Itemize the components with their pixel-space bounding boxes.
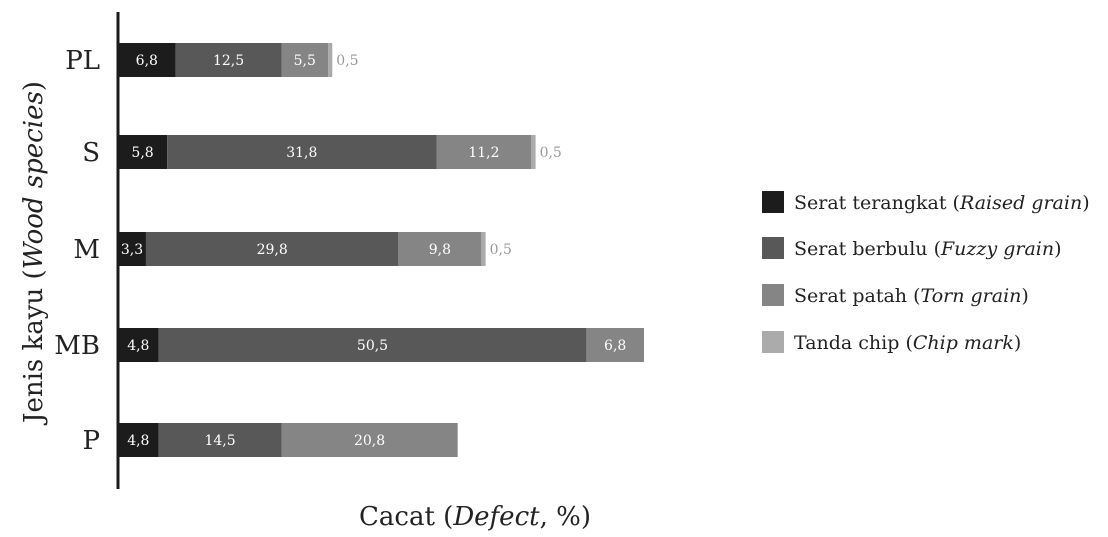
data-label-mb-torn-grain: 6,8 (604, 338, 626, 354)
legend-swatch-fuzzy-grain (762, 237, 784, 259)
category-label-p: P (83, 426, 101, 456)
bar-s-chip-mark (531, 135, 536, 169)
bar-p-fuzzy-grain (158, 423, 282, 457)
legend-item-raised-grain: Serat terangkat (Raised grain) (762, 191, 1090, 214)
bar-s-raised-grain (118, 135, 168, 169)
segment-labels-layer: 6,8 12,5 5,5 0,5 5,8 31,8 11,2 0,5 3,3 29,8 9,8 0,5… (121, 53, 626, 449)
bar-m-torn-grain (398, 232, 482, 266)
legend-label-torn-grain: Serat patah (Torn grain) (794, 285, 1029, 307)
data-label-mb-fuzzy-grain: 50,5 (357, 338, 388, 354)
category-label-s: S (82, 138, 100, 168)
category-label-pl: PL (65, 46, 100, 76)
data-label-p-fuzzy-grain: 14,5 (204, 433, 235, 449)
bar-m-fuzzy-grain (145, 232, 399, 266)
bar-pl-fuzzy-grain (175, 43, 282, 77)
bar-mb-torn-grain (586, 328, 644, 362)
data-label-pl-chip-mark: 0,5 (336, 53, 358, 69)
legend-item-chip-mark: Tanda chip (Chip mark) (762, 331, 1021, 354)
bar-pl-raised-grain (118, 43, 176, 77)
legend-item-torn-grain: Serat patah (Torn grain) (762, 284, 1029, 307)
data-label-s-raised-grain: 5,8 (131, 145, 153, 161)
bar-s-fuzzy-grain (167, 135, 437, 169)
legend-item-fuzzy-grain: Serat berbulu (Fuzzy grain) (762, 237, 1062, 260)
data-label-m-raised-grain: 3,3 (121, 242, 143, 258)
bar-p-raised-grain (118, 423, 159, 457)
category-label-m: M (73, 235, 100, 265)
bar-s-torn-grain (436, 135, 532, 169)
data-label-pl-fuzzy-grain: 12,5 (213, 53, 244, 69)
data-label-m-chip-mark: 0,5 (490, 242, 512, 258)
data-label-m-fuzzy-grain: 29,8 (257, 242, 288, 258)
y-axis-title: Jenis kayu (Wood species) (19, 81, 49, 426)
category-labels-layer: PL S M MB P (54, 46, 100, 456)
bar-m-raised-grain (118, 232, 146, 266)
bar-mb-fuzzy-grain (158, 328, 587, 362)
data-label-pl-torn-grain: 5,5 (294, 53, 316, 69)
bar-pl-torn-grain (281, 43, 329, 77)
data-label-p-torn-grain: 20,8 (354, 433, 385, 449)
legend: Serat terangkat (Raised grain) Serat ber… (762, 191, 1090, 354)
legend-swatch-chip-mark (762, 331, 784, 353)
legend-label-raised-grain: Serat terangkat (Raised grain) (794, 192, 1090, 214)
data-label-m-torn-grain: 9,8 (429, 242, 451, 258)
data-label-s-fuzzy-grain: 31,8 (286, 145, 317, 161)
data-label-s-chip-mark: 0,5 (540, 145, 562, 161)
x-axis-title: Cacat (Defect, %) (359, 502, 591, 532)
bar-p-torn-grain (281, 423, 458, 457)
data-label-mb-raised-grain: 4,8 (127, 338, 149, 354)
data-label-s-torn-grain: 11,2 (468, 145, 499, 161)
bar-pl-chip-mark (328, 43, 333, 77)
legend-label-fuzzy-grain: Serat berbulu (Fuzzy grain) (794, 238, 1062, 260)
category-label-mb: MB (54, 331, 100, 361)
data-label-p-raised-grain: 4,8 (127, 433, 149, 449)
bar-mb-raised-grain (118, 328, 159, 362)
legend-swatch-raised-grain (762, 191, 784, 213)
bar-m-chip-mark (481, 232, 486, 266)
legend-swatch-torn-grain (762, 284, 784, 306)
bars-layer (118, 43, 644, 457)
legend-label-chip-mark: Tanda chip (Chip mark) (794, 332, 1021, 354)
data-label-pl-raised-grain: 6,8 (136, 53, 158, 69)
